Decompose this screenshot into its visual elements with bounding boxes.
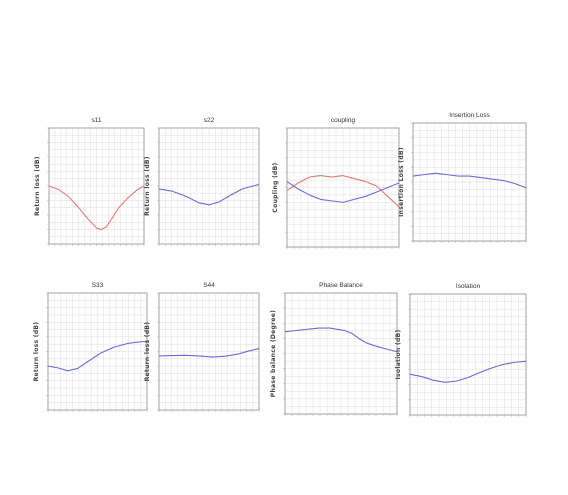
y-axis-label: Phase balance (Degree): [270, 310, 277, 397]
axis-ticks: [47, 127, 145, 246]
series-line-1: [158, 348, 260, 358]
axis-ticks: [46, 292, 148, 412]
chart-title: s11: [92, 117, 102, 124]
chart-title: s22: [204, 117, 215, 124]
y-axis-label: Insertion Loss (dB): [398, 147, 405, 217]
axis-ticks: [157, 127, 260, 246]
series-line-1: [158, 184, 260, 206]
gridlines: [410, 294, 526, 415]
series-line-1: [48, 185, 145, 231]
chart-panel-8: Isolation Isolation (dB): [395, 283, 527, 417]
chart-panel-1: s11 Return loss (dB): [34, 117, 145, 246]
chart-panel-6: S44 Return loss (dB): [144, 282, 260, 412]
chart-title: Isolation: [456, 283, 481, 290]
y-axis-label: Coupling (dB): [272, 162, 279, 212]
chart-title: S44: [203, 282, 215, 289]
gridlines: [49, 128, 144, 244]
series-line-1: [409, 360, 527, 383]
chart-panel-5: S33 Return loss (dB): [33, 282, 148, 412]
axis-ticks: [408, 293, 527, 417]
chart-title: coupling: [331, 117, 356, 124]
chart-title: Insertion Loss: [449, 112, 490, 119]
axis-ticks: [285, 127, 400, 249]
axis-ticks: [157, 292, 260, 412]
y-axis-label: Return loss (dB): [34, 156, 41, 216]
series-line-1: [286, 175, 400, 208]
series-line-2: [286, 181, 400, 203]
gridlines: [285, 293, 397, 414]
series-line-1: [412, 172, 527, 189]
chart-panel-7: Phase Balance Phase balance (Degree): [270, 282, 398, 416]
y-axis-label: Return loss (dB): [33, 322, 40, 382]
gridlines: [287, 128, 399, 247]
y-axis-label: Isolation (dB): [395, 330, 402, 380]
y-axis-label: Return loss (dB): [144, 156, 151, 216]
gridlines: [413, 123, 526, 241]
chart-panel-2: s22 Return loss (dB): [144, 117, 260, 246]
y-axis-label: Return loss (dB): [144, 322, 151, 382]
chart-title: Phase Balance: [319, 282, 363, 289]
series-line-1: [284, 327, 398, 353]
gridlines: [159, 128, 259, 244]
axis-ticks: [411, 122, 527, 243]
chart-panel-4: Insertion Loss Insertion Loss (dB): [398, 112, 527, 243]
chart-panel-3: coupling Coupling (dB): [272, 117, 400, 249]
chart-title: S33: [92, 282, 104, 289]
axis-ticks: [283, 292, 398, 416]
gridlines: [48, 293, 147, 410]
series-line-1: [47, 340, 148, 372]
